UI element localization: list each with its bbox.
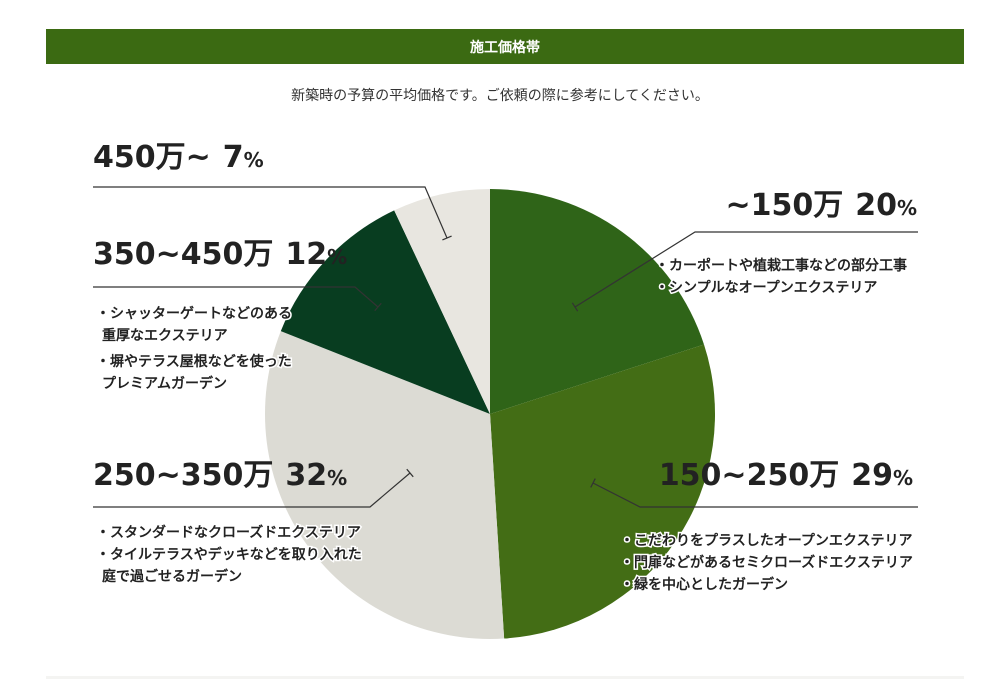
header-bar: 施工価格帯 [46, 29, 964, 64]
leader-lines [93, 186, 918, 508]
slice-range-label: 450万~ [93, 140, 211, 175]
slice-range-label: ~150万 [725, 188, 843, 223]
pie-slice [394, 189, 490, 414]
slice-heading: ~150万 20% [725, 188, 917, 223]
slice-note: プレミアムガーデン [102, 375, 227, 392]
leader-line [93, 286, 379, 308]
bottom-strip [46, 676, 964, 679]
slice-percent-label: 20 [855, 188, 897, 223]
leader-line [93, 472, 411, 508]
percent-sign: % [893, 466, 913, 490]
slice-note: ・こだわりをプラスしたオープンエクステリア [620, 533, 912, 549]
slice-note: 重厚なエクステリア [102, 327, 228, 344]
slice-percent-label: 7 [223, 140, 244, 175]
percent-sign: % [327, 245, 347, 269]
leader-line [574, 231, 918, 308]
slice-percent-label: 12 [285, 237, 327, 272]
percent-sign: % [897, 196, 917, 220]
slice-heading: 350~450万 12% [93, 237, 347, 272]
leader-line [592, 482, 918, 508]
leader-tick [571, 302, 579, 312]
slice-range-label: 350~450万 [93, 237, 273, 272]
leader-line [93, 186, 448, 239]
slice-note: ・門扉などがあるセミクローズドエクステリア [620, 554, 913, 571]
slice-note: ・タイルテラスやデッキなどを取り入れた [96, 546, 362, 563]
leader-tick [590, 478, 596, 488]
pie-slice [490, 344, 716, 639]
percent-sign: % [244, 148, 264, 172]
slice-note: ・スタンダードなクローズドエクステリア [96, 524, 361, 541]
slice-range-label: 150~250万 [659, 458, 839, 493]
leader-tick [374, 302, 382, 312]
slice-note: ・塀やテラス屋根などを使った [96, 353, 292, 370]
slice-heading: 250~350万 32% [93, 458, 347, 493]
pie-slice [490, 189, 704, 414]
slice-percent-label: 29 [851, 458, 893, 493]
slice-range-label: 250~350万 [93, 458, 273, 493]
slice-note: ・緑を中心としたガーデン [620, 576, 788, 593]
pie-slices [264, 189, 716, 640]
subtitle: 新築時の予算の平均価格です。ご依頼の際に参考にしてください。 [291, 88, 709, 104]
leader-tick [442, 235, 452, 241]
slice-note: ・シンプルなオープンエクステリア [655, 280, 877, 296]
slice-note: 庭で過ごせるガーデン [102, 568, 242, 585]
leader-tick [406, 468, 414, 478]
slice-note: ・シャッターゲートなどのある [96, 305, 292, 322]
slice-note: ・カーポートや植栽工事などの部分工事 [655, 257, 907, 274]
slice-heading: 450万~ 7% [93, 140, 264, 175]
percent-sign: % [327, 466, 347, 490]
slice-percent-label: 32 [285, 458, 327, 493]
pie-slice [264, 331, 505, 640]
header-title: 施工価格帯 [470, 39, 540, 56]
slice-labels: ~150万 20% ・カーポートや植栽工事などの部分工事・シンプルなオープンエクステ… [93, 140, 917, 595]
pie-slice [280, 210, 490, 414]
slice-heading: 150~250万 29% [659, 458, 913, 493]
